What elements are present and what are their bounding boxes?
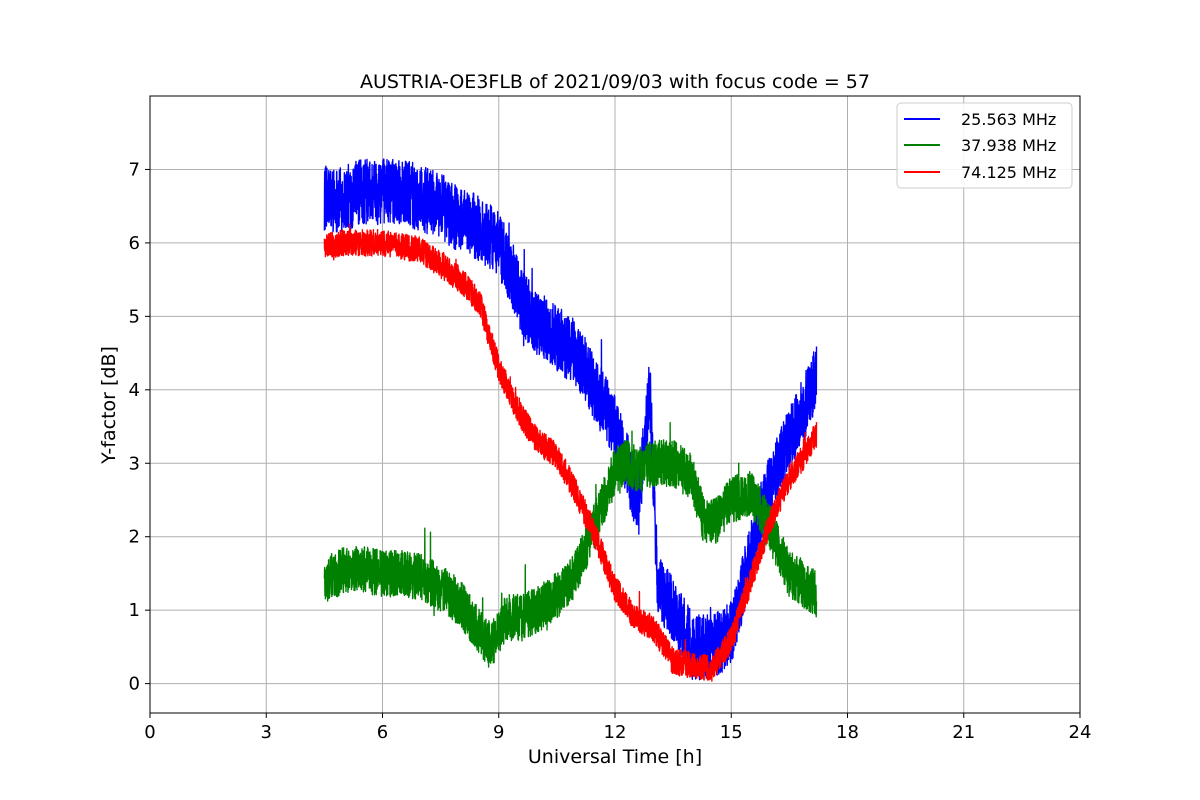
x-tick-label: 15 [720,722,743,743]
series-line-2 [323,422,818,668]
series-line-3 [323,223,818,682]
y-tick-label: 3 [129,453,140,474]
y-tick-label: 6 [129,233,140,254]
legend-frame [896,102,1073,189]
x-axis-label: Universal Time [h] [528,746,702,768]
y-tick-label: 7 [129,159,140,180]
x-tick-label: 21 [952,722,975,743]
x-tick-label: 12 [604,722,627,743]
legend-label-series-3: 74.125 MHz [961,163,1056,182]
y-tick-label: 4 [129,380,140,401]
y-tick-label: 2 [129,527,140,548]
x-tick-label: 0 [144,722,155,743]
y-axis-ticks: 0 1 2 3 4 5 6 7 [129,159,150,695]
legend-label-series-1: 25.563 MHz [961,110,1056,129]
y-tick-label: 5 [129,306,140,327]
y-axis-label: Y-factor [dB] [98,346,120,465]
legend-label-series-2: 37.938 MHz [961,136,1056,155]
x-tick-label: 3 [261,722,272,743]
series-layer [323,158,818,682]
series-line-1 [323,158,818,681]
chart-title: AUSTRIA-OE3FLB of 2021/09/03 with focus … [360,71,870,93]
y-tick-label: 0 [129,674,140,695]
x-tick-label: 9 [493,722,504,743]
x-tick-label: 18 [836,722,859,743]
x-tick-label: 24 [1069,722,1092,743]
x-axis-ticks: 0 3 6 9 12 15 18 21 24 [144,713,1091,743]
legend: 25.563 MHz 37.938 MHz 74.125 MHz [896,102,1073,189]
y-tick-label: 1 [129,600,140,621]
x-tick-label: 6 [377,722,388,743]
